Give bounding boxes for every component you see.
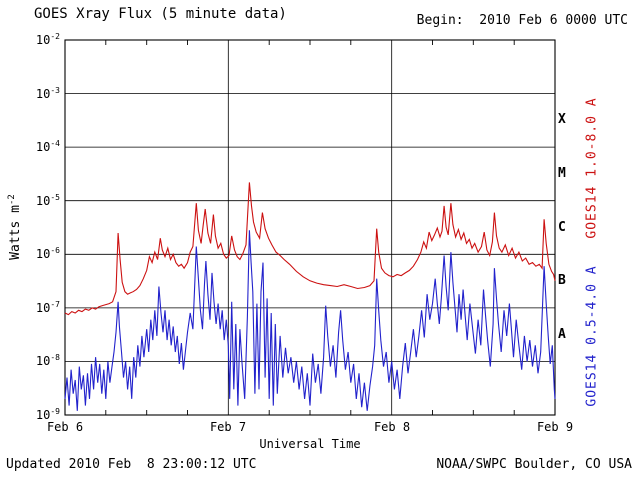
page-title: GOES Xray Flux (5 minute data) <box>34 6 287 22</box>
y-tick-label: 10-4 <box>35 139 60 154</box>
x-tick-label: Feb 8 <box>373 420 411 434</box>
x-axis-title: Universal Time <box>259 437 361 451</box>
y-tick-label: 10-8 <box>35 353 60 368</box>
y-tick-label: 10-9 <box>35 407 60 422</box>
y-tick-label: 10-2 <box>35 32 60 47</box>
series-label-short-wave: GOES14 0.5-4.0 A <box>584 265 600 407</box>
begin-time-label: Begin: 2010 Feb 6 0000 UTC <box>416 13 628 28</box>
plot-frame <box>64 39 556 416</box>
y-tick-label: 10-5 <box>35 193 60 208</box>
x-tick-label: Feb 6 <box>46 420 84 434</box>
flare-class-label: M <box>558 166 566 181</box>
flare-class-label: A <box>558 327 566 342</box>
y-tick-label: 10-6 <box>35 246 60 261</box>
updated-timestamp: Updated 2010 Feb 8 23:00:12 UTC <box>6 457 257 472</box>
series-long-wave-line <box>64 182 556 316</box>
y-tick-label: 10-3 <box>35 86 60 101</box>
flare-class-label: C <box>558 220 566 235</box>
series-short-wave-line <box>64 230 556 411</box>
flare-class-label: B <box>558 273 566 288</box>
x-tick-label: Feb 7 <box>209 420 247 434</box>
series-label-long-wave: GOES14 1.0-8.0 A <box>584 97 600 239</box>
x-tick-label: Feb 9 <box>536 420 574 434</box>
credit-label: NOAA/SWPC Boulder, CO USA <box>436 457 632 472</box>
flare-class-label: X <box>558 112 566 127</box>
y-tick-label: 10-7 <box>35 300 60 315</box>
